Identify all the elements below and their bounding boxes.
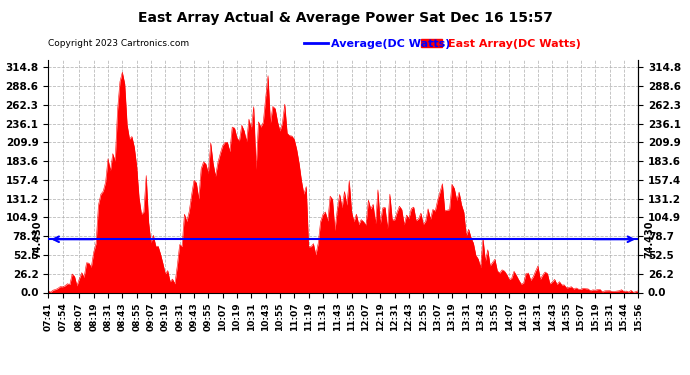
Text: East Array Actual & Average Power Sat Dec 16 15:57: East Array Actual & Average Power Sat De… <box>137 11 553 25</box>
Text: Copyright 2023 Cartronics.com: Copyright 2023 Cartronics.com <box>48 39 190 48</box>
Text: East Array(DC Watts): East Array(DC Watts) <box>448 39 582 50</box>
Text: 74.430: 74.430 <box>32 220 42 258</box>
Text: 74.430: 74.430 <box>644 220 654 258</box>
Text: Average(DC Watts): Average(DC Watts) <box>331 39 451 50</box>
